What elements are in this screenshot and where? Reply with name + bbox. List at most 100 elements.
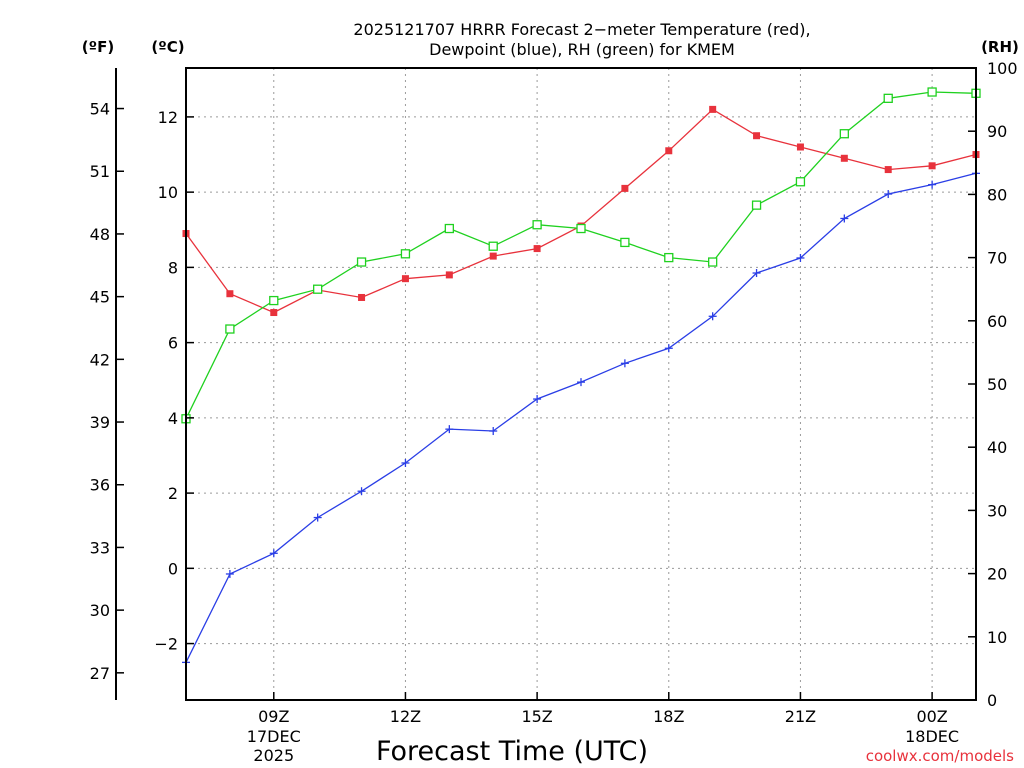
x-tick-label: 21Z	[785, 707, 816, 726]
celsius-unit-label: (ºC)	[151, 38, 184, 56]
dewpoint-point	[357, 487, 366, 496]
x-tick-year-label: 2025	[253, 746, 294, 765]
fahrenheit-tick-label: 27	[90, 664, 110, 683]
axes	[115, 67, 977, 701]
dewpoint-point	[489, 427, 498, 436]
fahrenheit-unit-label: (ºF)	[82, 38, 114, 56]
temperature-point	[401, 275, 409, 283]
dewpoint-point	[577, 378, 585, 387]
dewpoint-point	[752, 269, 761, 278]
dewpoint-point	[533, 395, 542, 404]
rh-point	[269, 295, 279, 306]
rh-point	[400, 249, 411, 259]
rh-point	[532, 220, 542, 230]
rh-point	[620, 237, 630, 248]
temperature-point	[621, 184, 629, 192]
dewpoint-point	[928, 180, 937, 189]
temperature-point	[840, 154, 848, 162]
rh-point	[576, 223, 586, 234]
celsius-tick-label: 12	[158, 108, 178, 127]
temperature-point	[928, 162, 936, 170]
temperature-point	[884, 166, 892, 174]
celsius-tick-label: 2	[168, 484, 178, 503]
dewpoint-point	[313, 513, 322, 522]
temperature-series	[182, 105, 980, 317]
dewpoint-line	[185, 172, 977, 663]
credit-text: coolwx.com/models	[866, 747, 1014, 765]
tick-labels: 27 30 33 36 39 42 45 48 51 54 −2 0 2 4 6 8 10 12 0 10 20 30 40…	[90, 59, 1018, 765]
fahrenheit-tick-label: 48	[90, 225, 110, 244]
dewpoint-point	[884, 190, 893, 199]
temperature-point	[796, 143, 804, 151]
x-tick-label: 18Z	[653, 707, 684, 726]
fahrenheit-tick-label: 39	[90, 413, 110, 432]
rh-point	[356, 257, 367, 267]
x-tick-label: 00Z	[916, 707, 947, 726]
fahrenheit-tick-label: 54	[90, 100, 110, 119]
dewpoint-point	[620, 359, 629, 368]
series-layer	[181, 87, 981, 667]
dewpoint-point	[445, 425, 454, 434]
temperature-point	[270, 309, 278, 317]
dewpoint-point	[401, 459, 410, 467]
rh-series	[181, 87, 981, 424]
rh-tick-label: 0	[987, 691, 997, 710]
rh-tick-label: 80	[987, 185, 1007, 204]
temperature-point	[753, 132, 761, 140]
celsius-tick-label: 6	[168, 334, 178, 353]
x-tick-label: 12Z	[390, 707, 421, 726]
rh-tick-label: 70	[987, 249, 1007, 268]
rh-tick-label: 40	[987, 438, 1007, 457]
temperature-point	[489, 252, 497, 260]
rh-point	[488, 241, 498, 251]
dewpoint-point	[664, 344, 673, 353]
rh-tick-label: 20	[987, 565, 1007, 584]
temperature-point	[533, 245, 541, 253]
chart-title-line1: 2025121707 HRRR Forecast 2−meter Tempera…	[353, 20, 810, 39]
rh-point	[708, 257, 718, 267]
fahrenheit-tick-label: 42	[90, 350, 110, 369]
fahrenheit-tick-label: 33	[90, 538, 110, 557]
x-tick-label: 15Z	[521, 707, 552, 726]
rh-point	[927, 87, 937, 97]
rh-tick-label: 90	[987, 122, 1007, 141]
rh-line	[185, 91, 977, 420]
celsius-tick-label: 10	[158, 183, 178, 202]
rh-tick-label: 30	[987, 501, 1007, 520]
dewpoint-point	[840, 214, 849, 223]
rh-point	[795, 177, 806, 187]
rh-point	[444, 223, 454, 234]
rh-point	[225, 324, 235, 334]
celsius-tick-label: 8	[168, 258, 178, 277]
x-tick-date-label: 17DEC	[247, 727, 301, 746]
celsius-tick-label: 0	[168, 559, 178, 578]
temperature-point	[358, 293, 366, 301]
fahrenheit-tick-label: 30	[90, 601, 110, 620]
rh-unit-label: (RH)	[981, 38, 1019, 56]
rh-point	[313, 284, 323, 294]
temperature-point	[226, 290, 234, 298]
fahrenheit-tick-label: 51	[90, 162, 110, 181]
rh-point	[751, 200, 762, 210]
celsius-tick-label: 4	[168, 409, 178, 428]
rh-tick-label: 50	[987, 375, 1007, 394]
x-tick-date-label: 18DEC	[905, 727, 959, 746]
rh-tick-label: 100	[987, 59, 1018, 78]
rh-point	[883, 93, 893, 103]
x-axis-title: Forecast Time (UTC)	[376, 736, 648, 767]
dewpoint-point	[796, 253, 805, 262]
rh-point	[839, 129, 849, 139]
rh-point	[664, 252, 674, 263]
dewpoint-point	[708, 312, 717, 321]
fahrenheit-tick-label: 36	[90, 476, 110, 495]
rh-tick-label: 10	[987, 628, 1007, 647]
chart-title-line2: Dewpoint (blue), RH (green) for KMEM	[429, 40, 735, 59]
x-tick-label: 09Z	[258, 707, 289, 726]
dewpoint-point	[225, 569, 234, 578]
celsius-tick-label: −2	[154, 635, 178, 654]
fahrenheit-tick-label: 45	[90, 288, 110, 307]
temperature-point	[445, 271, 453, 279]
rh-tick-label: 60	[987, 312, 1007, 331]
temperature-point	[709, 105, 717, 113]
